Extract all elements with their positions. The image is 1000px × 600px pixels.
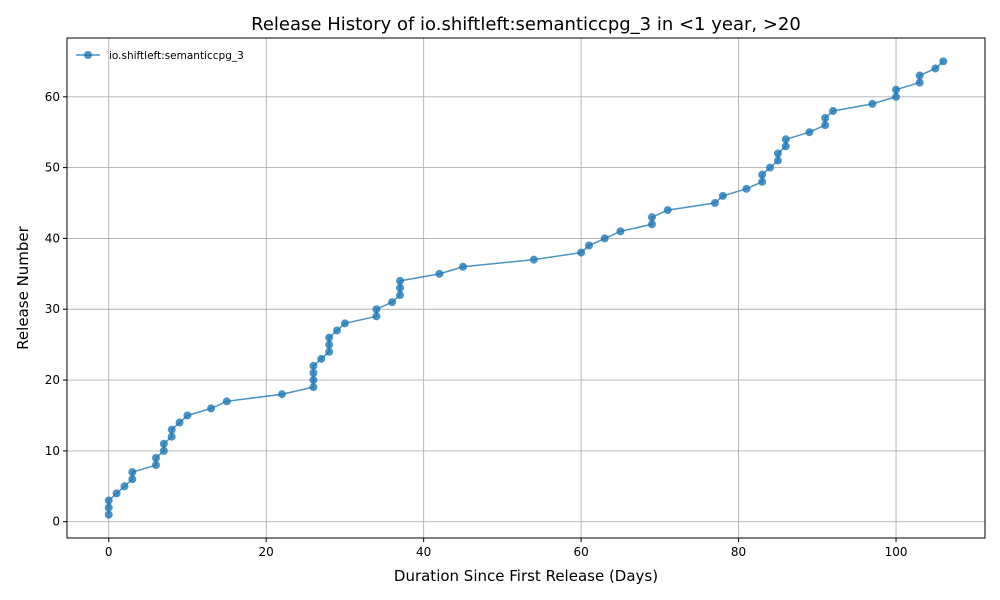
data-point — [167, 425, 176, 434]
data-point — [151, 461, 160, 470]
data-point — [773, 149, 782, 158]
data-point — [325, 347, 334, 356]
data-point — [104, 503, 113, 512]
data-point — [396, 284, 405, 292]
data-point — [663, 206, 672, 215]
data-point — [128, 475, 137, 484]
data-point — [758, 170, 767, 179]
data-point — [915, 71, 924, 80]
data-point — [159, 439, 168, 448]
y-tick-label: 20 — [45, 373, 60, 387]
data-point — [915, 78, 924, 87]
data-point — [710, 199, 719, 208]
data-point — [529, 255, 538, 264]
data-point — [396, 276, 405, 285]
data-point — [781, 135, 790, 144]
x-tick-label: 40 — [416, 545, 431, 559]
data-point — [396, 291, 405, 300]
chart-title: Release History of io.shiftleft:semantic… — [251, 14, 801, 35]
y-tick-label: 10 — [45, 444, 60, 458]
legend: io.shiftleft:semanticcpg_3 — [76, 50, 244, 62]
data-point — [647, 220, 656, 229]
data-point — [931, 64, 940, 73]
data-point — [372, 312, 381, 321]
data-point — [805, 128, 814, 137]
y-tick-label: 30 — [45, 302, 60, 316]
x-tick-label: 60 — [573, 545, 588, 559]
data-point — [309, 376, 318, 385]
data-point — [120, 482, 129, 491]
data-point — [829, 106, 838, 115]
data-point — [222, 397, 231, 406]
data-point — [388, 298, 397, 307]
x-axis-title: Duration Since First Release (Days) — [394, 567, 658, 585]
series-layer — [104, 57, 948, 519]
data-point — [821, 121, 830, 130]
legend-label: io.shiftleft:semanticcpg_3 — [109, 50, 244, 62]
data-point — [584, 241, 593, 250]
grid — [67, 38, 985, 538]
data-point — [325, 340, 334, 349]
data-point — [821, 114, 830, 123]
axis-ticks: 0 20 40 60 80 100 0 10 20 30 40 50 60 — [45, 90, 908, 559]
y-axis-title: Release Number — [14, 225, 32, 349]
data-point — [175, 418, 184, 427]
data-point — [317, 354, 326, 363]
data-point — [647, 213, 656, 222]
data-point — [112, 489, 121, 498]
y-tick-label: 40 — [45, 231, 60, 245]
data-point — [159, 446, 168, 455]
data-point — [758, 177, 767, 186]
data-point — [309, 383, 318, 392]
data-point — [340, 319, 349, 328]
x-tick-label: 80 — [731, 545, 746, 559]
x-tick-label: 20 — [259, 545, 274, 559]
series-line — [107, 60, 944, 515]
data-point — [128, 468, 137, 477]
data-point — [167, 432, 176, 441]
data-point — [868, 99, 877, 108]
plot-frame — [66, 37, 986, 539]
data-point — [333, 326, 342, 335]
data-point — [309, 361, 318, 370]
y-tick-label: 0 — [52, 515, 60, 529]
data-point — [183, 411, 192, 420]
data-point — [600, 234, 609, 243]
data-point — [277, 390, 286, 399]
data-point — [718, 191, 727, 200]
legend-marker-swatch — [84, 51, 92, 59]
data-point — [616, 227, 625, 236]
data-point — [892, 85, 901, 94]
data-point — [372, 305, 381, 314]
data-point — [104, 510, 113, 519]
data-point — [773, 156, 782, 165]
data-point — [104, 496, 113, 505]
data-point — [435, 269, 444, 278]
data-point — [151, 453, 160, 462]
data-point — [939, 57, 948, 66]
data-point — [207, 404, 216, 413]
data-point — [325, 333, 334, 342]
data-point — [892, 92, 901, 101]
data-point — [577, 248, 586, 257]
x-tick-label: 100 — [885, 545, 908, 559]
data-point — [781, 142, 790, 151]
data-point — [459, 262, 468, 271]
data-point — [766, 163, 775, 172]
y-tick-label: 60 — [45, 90, 60, 104]
y-tick-label: 50 — [45, 161, 60, 175]
data-point — [742, 184, 751, 193]
x-tick-label: 0 — [105, 545, 113, 559]
data-point — [309, 368, 318, 377]
